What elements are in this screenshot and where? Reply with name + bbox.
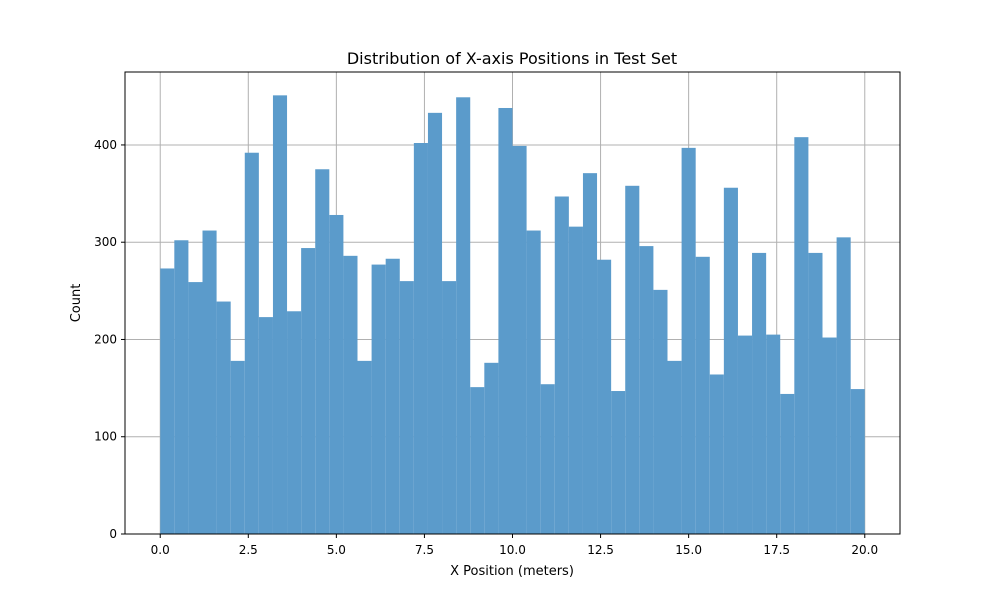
x-tick-label: 2.5 [239,543,258,557]
histogram-bar [188,282,203,534]
histogram-bar [597,259,612,534]
histogram-bar [202,230,217,534]
histogram-bar [526,230,541,534]
histogram-bar [174,240,189,534]
histogram-bar [357,360,372,534]
histogram-bar [343,255,358,534]
histogram-bar [540,384,555,534]
histogram-bar [160,268,175,534]
histogram-bar [808,252,823,534]
histogram-bar [385,258,400,534]
y-axis-label: Count [69,284,84,323]
tick-layer: 0.0 2.5 5.0 7.5 10.0 12.5 15.0 17.5 20.0 0 100 200 3… [94,138,878,557]
histogram-bar [568,226,583,534]
histogram-bar [695,256,710,534]
histogram-bar [850,389,865,534]
histogram-bar [413,143,428,534]
histogram-bar [611,391,626,534]
histogram-bar [625,185,640,534]
y-tick-label: 300 [94,235,117,249]
histogram-bar [470,387,485,534]
x-tick-label: 15.0 [675,543,702,557]
histogram-bar [836,237,851,535]
x-tick-label: 0.0 [151,543,170,557]
x-tick-label: 17.5 [763,543,790,557]
x-axis-label: X Position (meters) [450,564,574,579]
y-tick-label: 100 [94,430,117,444]
histogram-bar [230,360,245,534]
histogram-bar [794,137,809,534]
histogram-bar [315,169,330,534]
histogram-bar [484,362,499,534]
histogram-bar [737,335,753,534]
histogram-bar [752,252,767,534]
x-tick-label: 7.5 [415,543,434,557]
histogram-bar [639,246,654,534]
histogram-bar [582,173,598,534]
histogram-bar [258,317,273,534]
histogram-bar [766,334,781,534]
histogram-bar [512,145,527,535]
y-tick-label: 200 [94,332,117,346]
histogram-bar [667,360,682,534]
histogram-bar [427,112,443,534]
histogram-bar [456,97,471,534]
x-tick-label: 12.5 [587,543,614,557]
histogram-bar [371,264,386,534]
histogram-bar [287,311,302,534]
x-tick-label: 10.0 [499,543,526,557]
y-tick-label: 0 [109,527,117,541]
x-tick-label: 20.0 [851,543,878,557]
histogram-bar [399,281,414,534]
histogram-bar [329,214,344,534]
histogram-bar [301,248,316,534]
histogram-bar [653,289,668,534]
histogram-bar [554,196,569,535]
x-tick-label: 5.0 [327,543,346,557]
histogram-bar [723,187,738,534]
histogram-bar [244,152,259,534]
histogram-bar [498,107,513,534]
chart-title: Distribution of X-axis Positions in Test… [347,49,677,68]
histogram-bar [780,393,795,534]
bar-layer [160,95,865,535]
histogram-bar [822,337,837,534]
histogram-bar [272,95,288,535]
histogram-bar [442,281,457,534]
histogram-bar [709,374,724,534]
histogram-bar [216,301,231,534]
histogram-bar [681,147,696,534]
y-tick-label: 400 [94,138,117,152]
